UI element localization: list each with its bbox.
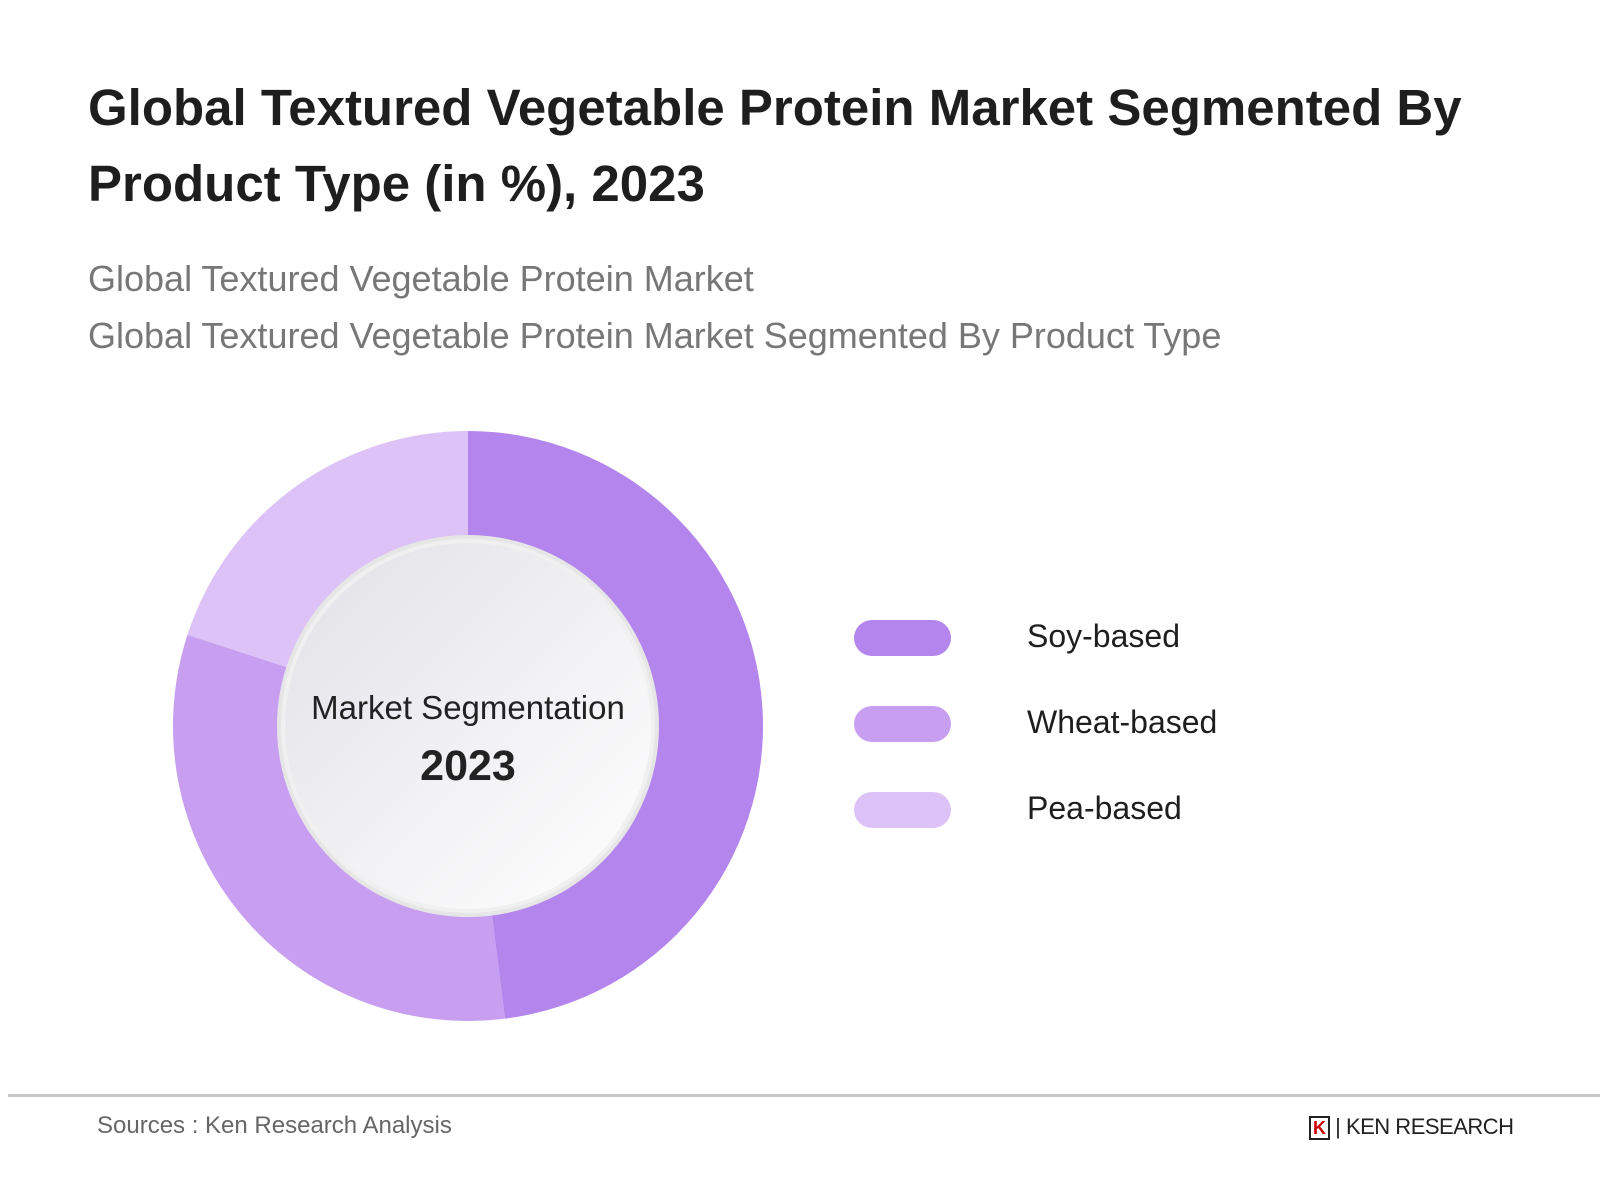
subtitle-market: Global Textured Vegetable Protein Market	[88, 258, 754, 299]
subtitle-segment: Global Textured Vegetable Protein Market…	[88, 315, 1222, 356]
logo-text: KEN RESEARCH	[1345, 1114, 1514, 1139]
source-note: Sources : Ken Research Analysis	[97, 1112, 452, 1139]
legend-label: Soy-based	[1027, 618, 1180, 654]
legend-swatch	[854, 706, 951, 742]
legend-label: Wheat-based	[1027, 704, 1218, 740]
center-label: Market Segmentation	[311, 689, 625, 726]
legend-swatch	[854, 620, 951, 656]
ken-research-logo: K | KEN RESEARCH	[1309, 1114, 1514, 1140]
chart-title: Global Textured Vegetable Protein Market…	[88, 79, 1462, 212]
legend-label: Pea-based	[1027, 790, 1182, 826]
donut-center-fill	[285, 543, 651, 909]
footer-divider	[8, 1094, 1600, 1097]
legend-swatch	[854, 792, 951, 828]
center-year: 2023	[420, 742, 516, 790]
